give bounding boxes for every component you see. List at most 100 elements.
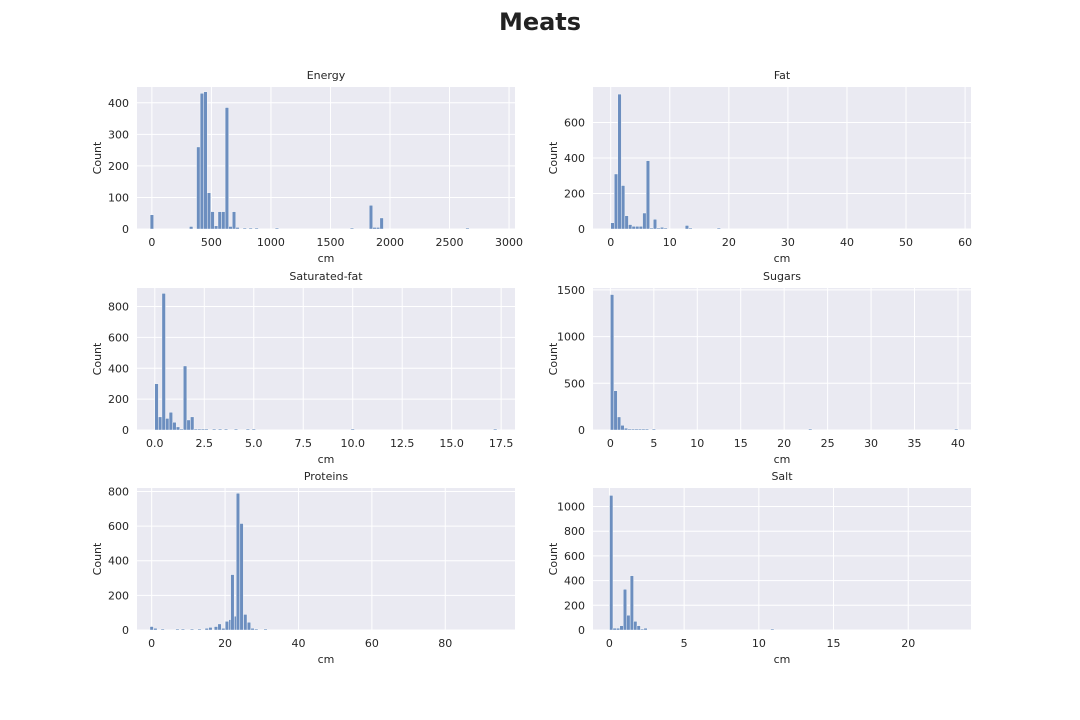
histogram-bar [230,574,235,631]
x-tick-label: 10 [663,236,677,249]
histogram-bar [954,428,959,431]
x-tick-label: 40 [951,437,965,450]
panel-title: Salt [771,470,793,483]
x-tick-label: 60 [365,637,379,650]
histogram-bar [149,214,154,230]
x-tick-label: 10.0 [340,437,365,450]
panel-title: Fat [774,69,791,82]
panel-title: Proteins [304,470,349,483]
histogram-bar [617,416,622,431]
histogram-bar [653,219,657,230]
histogram-bar [628,224,633,230]
histogram-bar [629,575,634,631]
histogram-bar [208,627,213,631]
histogram-bar [197,428,202,431]
histogram-bar [379,217,384,230]
histogram-bar [656,227,661,230]
histogram-bar [610,222,615,230]
x-tick-label: 500 [201,236,222,249]
histogram-bar [663,227,668,230]
x-tick-label: 10 [690,437,704,450]
y-tick-label: 600 [108,520,129,533]
histogram-bar [620,425,625,431]
histogram-bar [161,293,166,431]
histogram-bar [631,428,635,431]
x-tick-label: 40 [840,236,854,249]
histogram-bar [204,628,209,631]
histogram-bar [640,628,645,631]
histogram-bar [233,428,238,431]
x-tick-label: 20 [218,637,232,650]
y-axis-label: Count [91,141,104,174]
y-tick-label: 400 [564,575,585,588]
histogram-bar [609,495,614,631]
histogram-bar [613,390,618,431]
histogram-bar [465,227,470,230]
histogram-bar [243,614,248,631]
y-tick-label: 400 [108,555,129,568]
histogram-bar [204,428,209,431]
x-tick-label: 10 [752,637,766,650]
histogram-bar [254,227,259,230]
y-tick-label: 200 [108,589,129,602]
x-tick-label: 0 [607,236,614,249]
x-tick-label: 1000 [257,236,285,249]
histogram-bar [217,211,222,230]
histogram-bar [626,614,631,631]
x-tick-label: 5 [681,637,688,650]
histogram-bar [186,419,191,431]
histogram-bar [197,628,202,631]
y-tick-label: 0 [122,424,129,437]
x-tick-label: 30 [864,437,878,450]
y-tick-label: 1500 [557,284,585,297]
x-tick-label: 0 [148,236,155,249]
y-tick-label: 200 [564,599,585,612]
x-tick-label: 2.5 [196,437,214,450]
histogram-bar [149,626,154,631]
histogram-bar [688,227,693,230]
figure-title: Meats [498,8,582,36]
histogram-bar [224,428,229,431]
y-tick-label: 400 [108,362,129,375]
y-tick-label: 800 [108,301,129,314]
x-tick-label: 15.0 [439,437,464,450]
panel-title: Saturated-fat [289,270,363,283]
histogram-bar [203,91,208,230]
histogram-bar [612,627,617,631]
histogram-bar [651,428,656,431]
y-tick-label: 0 [578,624,585,637]
histogram-bar [808,428,813,431]
x-tick-label: 2500 [436,236,464,249]
y-tick-label: 300 [108,128,129,141]
y-axis-label: Count [91,342,104,375]
x-tick-label: 20 [901,637,915,650]
histogram-bar [643,627,648,631]
panel-title: Sugars [763,270,801,283]
x-tick-label: 30 [781,236,795,249]
panel-title: Energy [307,69,346,82]
histogram-bar [631,226,636,230]
histogram-bar [684,225,689,230]
x-axis-label: cm [774,453,791,466]
histogram-bar [224,621,229,631]
x-tick-label: 7.5 [294,437,312,450]
histogram-bar [245,428,250,431]
histogram-bar [627,428,632,431]
histogram-bar [645,160,650,230]
histogram-bar [190,416,195,431]
histogram-bar [254,628,259,631]
histogram-bar [493,428,498,431]
histogram-bar [175,628,180,631]
histogram-bar [614,173,619,230]
x-tick-label: 40 [291,637,305,650]
histogram-bar [617,93,622,230]
y-tick-label: 200 [564,188,585,201]
y-tick-label: 500 [564,377,585,390]
y-axis-label: Count [547,141,560,174]
x-tick-label: 5.0 [245,437,263,450]
histogram-bar [160,628,165,631]
x-tick-label: 35 [908,437,922,450]
y-tick-label: 0 [578,223,585,236]
histogram-bar [212,428,217,431]
